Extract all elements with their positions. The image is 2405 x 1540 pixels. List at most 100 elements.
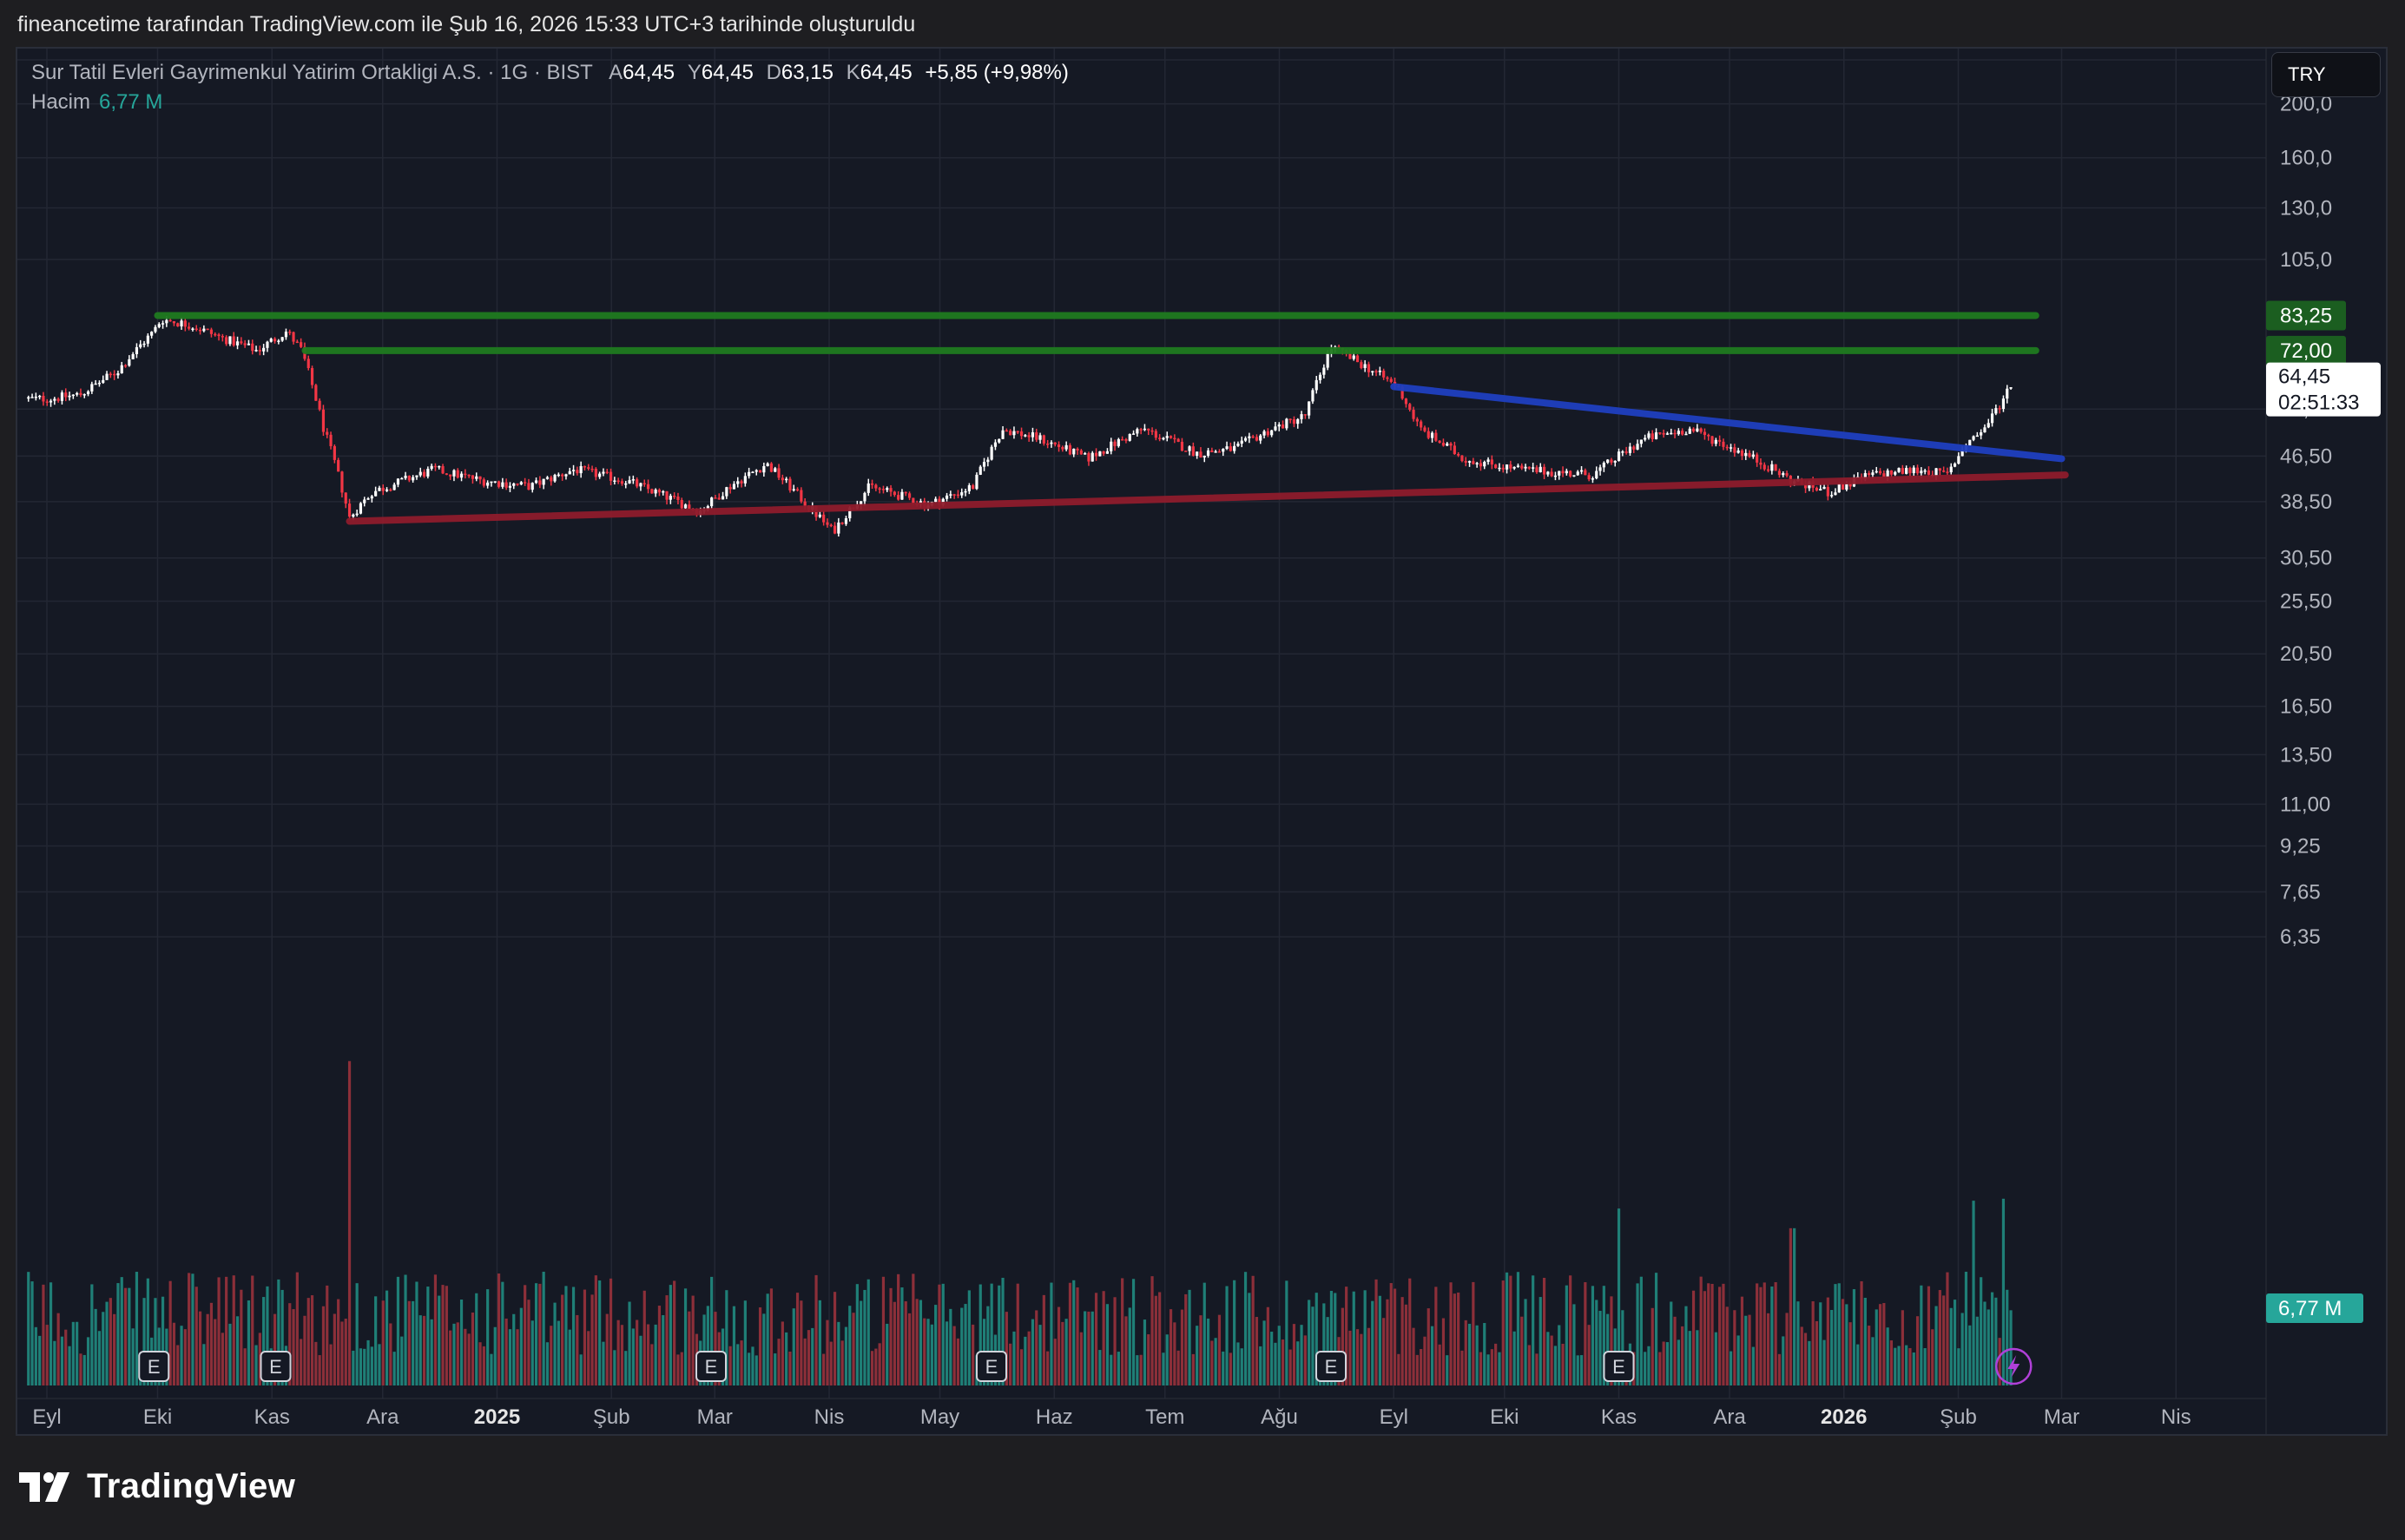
volume-bar — [1763, 1282, 1766, 1385]
candle-body — [1012, 431, 1016, 436]
volume-bar — [206, 1313, 209, 1385]
candle-body — [512, 483, 516, 486]
volume-bar — [303, 1315, 306, 1385]
price-marker-badge — [2266, 300, 2346, 331]
candle-body — [1217, 451, 1222, 453]
volume-bar — [822, 1353, 826, 1385]
x-tick-label: Ağu — [1261, 1405, 1298, 1429]
candle-body — [788, 478, 792, 490]
candle-body — [172, 320, 176, 324]
volume-bar — [1707, 1283, 1710, 1385]
volume-bar — [53, 1340, 56, 1385]
volume-bar — [978, 1284, 982, 1385]
candle-body — [1131, 433, 1136, 435]
volume-bar — [998, 1285, 1001, 1385]
candle-body — [120, 365, 123, 374]
volume-bar — [602, 1341, 605, 1385]
candle-body — [329, 434, 333, 446]
candle-body — [881, 489, 886, 490]
volume-bar — [725, 1290, 728, 1385]
volume-bar — [964, 1304, 967, 1385]
candle-body — [1960, 450, 1964, 457]
earnings-marker: E — [695, 1351, 727, 1382]
chart-panel[interactable]: EEEEEE360,00300,00240,0200,0160,0130,010… — [16, 47, 2388, 1436]
candle-body — [1019, 431, 1024, 437]
candle-body — [49, 400, 53, 403]
candle-body — [1886, 470, 1889, 477]
volume-bar — [131, 1328, 135, 1385]
symbol-title[interactable]: Sur Tatil Evleri Gayrimenkul Yatirim Ort… — [31, 61, 593, 84]
candle-body — [1430, 432, 1434, 438]
volume-bar — [590, 1294, 594, 1385]
volume-bar — [1139, 1354, 1143, 1385]
candle-body — [736, 481, 740, 484]
candle-body — [1912, 467, 1915, 474]
y-tick-label: 9,25 — [2280, 835, 2321, 859]
volume-bar — [1636, 1283, 1639, 1385]
candle-body — [949, 494, 952, 496]
candle-body — [1243, 438, 1248, 441]
volume-bar — [814, 1274, 818, 1385]
candle-body — [1516, 465, 1520, 467]
volume-bar — [616, 1320, 620, 1385]
candle-body — [1613, 460, 1617, 463]
price-chart[interactable]: EEEEEE360,00300,00240,0200,0160,0130,010… — [17, 49, 2386, 1434]
volume-bar — [860, 1300, 863, 1385]
candle-body — [1326, 353, 1329, 368]
volume-bar — [326, 1285, 329, 1385]
volume-bar — [1946, 1272, 1949, 1385]
candle-body — [254, 350, 258, 352]
candle-body — [355, 513, 359, 516]
candle-body — [1527, 466, 1531, 469]
candle-body — [1084, 453, 1087, 455]
volume-bar — [662, 1314, 665, 1385]
volume-bar — [1875, 1309, 1878, 1385]
candle-body — [1016, 431, 1019, 433]
volume-bar — [1210, 1340, 1214, 1385]
candle-body — [1352, 355, 1355, 359]
candle-body — [665, 490, 669, 500]
volume-bar — [1131, 1279, 1136, 1385]
currency-button[interactable]: TRY — [2271, 52, 2381, 97]
candle-body — [490, 481, 493, 484]
volume-bar — [1400, 1297, 1404, 1385]
candle-body — [1662, 432, 1665, 435]
candle-body — [1509, 464, 1512, 469]
candle-body — [262, 347, 266, 352]
candle-body — [1998, 408, 2001, 410]
volume-bar — [930, 1324, 933, 1385]
volume-bar — [1229, 1352, 1232, 1385]
candle-body — [1621, 451, 1624, 453]
volume-bar — [1681, 1326, 1684, 1385]
volume-bar — [1084, 1311, 1087, 1385]
volume-bar — [1415, 1354, 1419, 1385]
candle-body — [326, 431, 329, 435]
volume-bar — [486, 1289, 490, 1385]
candle-body — [1691, 428, 1696, 431]
candle-body — [1975, 435, 1979, 438]
volume-bar — [1561, 1343, 1565, 1385]
candle-body — [109, 373, 112, 376]
candle-body — [1117, 438, 1120, 446]
x-tick-label: 2026 — [1821, 1405, 1867, 1429]
volume-label[interactable]: Hacim — [31, 90, 91, 114]
volume-bar — [1441, 1318, 1446, 1385]
volume-bar — [2006, 1289, 2009, 1385]
candle-body — [232, 336, 235, 346]
volume-bar — [878, 1343, 881, 1385]
candle-body — [1524, 466, 1527, 469]
price-marker-badge — [2266, 335, 2346, 365]
volume-bar — [1176, 1350, 1180, 1385]
volume-bar — [120, 1277, 123, 1385]
candle-body — [337, 459, 340, 472]
volume-bar — [1934, 1306, 1938, 1385]
candle-body — [1579, 470, 1584, 472]
candle-body — [1303, 414, 1307, 416]
volume-bar — [1509, 1275, 1512, 1385]
volume-bar — [1673, 1316, 1677, 1385]
volume-bar — [1393, 1288, 1397, 1385]
volume-bar — [1837, 1283, 1841, 1385]
candle-body — [1722, 441, 1725, 447]
volume-bar — [769, 1288, 774, 1385]
candle-body — [1490, 459, 1493, 465]
